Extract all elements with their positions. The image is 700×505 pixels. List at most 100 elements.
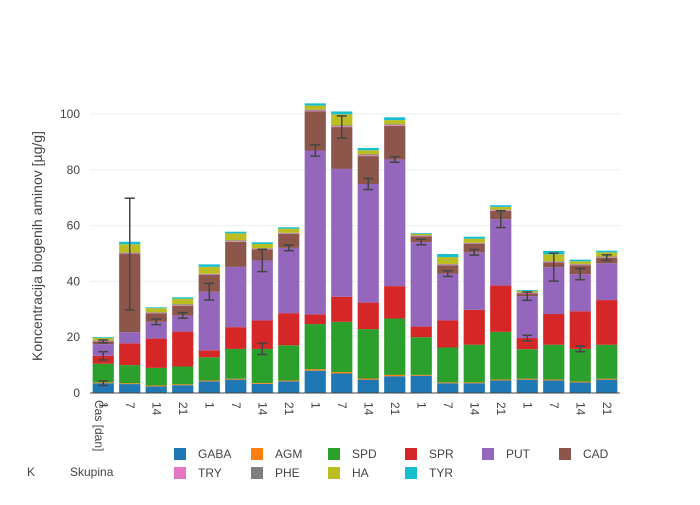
bar-agm-17	[543, 379, 565, 381]
bar-gaba-12	[410, 375, 432, 393]
bar-agm-9	[331, 372, 353, 374]
legend-item-put[interactable]: PUT	[482, 447, 531, 461]
legend-label: SPD	[352, 447, 377, 461]
legend-item-ha[interactable]: HA	[328, 466, 369, 480]
error-bar-put-15	[495, 210, 506, 229]
x-tick-label: 21	[388, 402, 402, 416]
bar-gaba-15	[490, 380, 512, 393]
legend-item-cad[interactable]: CAD	[559, 447, 609, 461]
bar-tyr-4	[198, 264, 220, 267]
error-bar-put-16	[522, 291, 533, 302]
bar-ha-0	[92, 338, 114, 341]
bar-cad-5	[225, 241, 247, 267]
bar-ha-13	[437, 257, 459, 265]
error-bar-put-12	[416, 238, 427, 246]
bar-spd-13	[437, 347, 459, 383]
bar-tyr-3	[172, 297, 194, 299]
legend-label: AGM	[275, 447, 302, 461]
bar-phe-5	[225, 240, 247, 242]
error-bar-put-8	[310, 144, 321, 157]
legend-label: TRY	[198, 466, 222, 480]
bar-gaba-5	[225, 379, 247, 393]
bar-put-10	[357, 183, 379, 303]
bar-phe-13	[437, 264, 459, 265]
legend-item-spd[interactable]: SPD	[328, 447, 377, 461]
bar-spr-2	[145, 338, 167, 368]
bar-spd-12	[410, 337, 432, 375]
error-bar-put-3	[177, 311, 188, 319]
bar-spd-18	[569, 348, 591, 382]
bar-cad-11	[384, 125, 406, 160]
bar-cad-13	[437, 265, 459, 274]
bar-phe-11	[384, 124, 406, 126]
bar-cad-3	[172, 305, 194, 316]
legend-item-spr[interactable]: SPR	[405, 447, 454, 461]
x-tick-label: 1	[520, 402, 534, 409]
bar-put-12	[410, 242, 432, 327]
bar-gaba-6	[251, 383, 273, 393]
error-bar-put-6	[257, 248, 268, 273]
legend-swatch	[251, 448, 263, 460]
bar-put-4	[198, 291, 220, 351]
x-tick-label: 14	[255, 402, 269, 416]
bar-spr-1	[119, 343, 141, 366]
bar-ha-5	[225, 233, 247, 241]
legend-item-agm[interactable]: AGM	[251, 447, 302, 461]
legend-label: PHE	[275, 466, 300, 480]
bar-try-13	[437, 264, 459, 266]
bar-phe-6	[251, 248, 273, 249]
x-tick-label: 7	[335, 402, 349, 409]
bar-spr-10	[357, 302, 379, 330]
x-tick-label: 14	[467, 402, 481, 416]
bar-gaba-7	[278, 381, 300, 393]
bar-agm-15	[490, 379, 512, 381]
legend-item-gaba[interactable]: GABA	[174, 447, 231, 461]
legend-item-tyr[interactable]: TYR	[405, 466, 453, 480]
bar-agm-12	[410, 374, 432, 376]
bar-spr-18	[569, 311, 591, 349]
bar-tyr-12	[410, 233, 432, 234]
bar-put-9	[331, 168, 353, 297]
bar-spd-6	[251, 348, 273, 383]
bar-agm-10	[357, 378, 379, 380]
legend-item-try[interactable]: TRY	[174, 466, 222, 480]
bar-try-4	[198, 274, 220, 275]
bar-spd-1	[119, 365, 141, 384]
error-bar-put-17	[548, 252, 559, 282]
bar-tyr-15	[490, 205, 512, 207]
bar-put-3	[172, 315, 194, 332]
bar-ha-10	[357, 150, 379, 155]
x-tick-label: 21	[176, 402, 190, 416]
bar-phe-15	[490, 209, 512, 211]
x-axis-title: Čas [dan]	[92, 400, 107, 451]
bar-put-0	[92, 344, 114, 356]
error-bar-gaba-0	[98, 380, 109, 387]
error-bar-cad-19	[601, 254, 612, 262]
bar-phe-18	[569, 264, 591, 265]
x-tick-label: 1	[308, 402, 322, 409]
bar-agm-6	[251, 382, 273, 384]
bar-cad-10	[357, 156, 379, 184]
legend-item-phe[interactable]: PHE	[251, 466, 300, 480]
bar-phe-12	[410, 235, 432, 236]
x-tick-label: 14	[573, 402, 587, 416]
bar-phe-7	[278, 232, 300, 234]
bar-phe-8	[304, 109, 326, 111]
bar-spd-10	[357, 329, 379, 379]
axis-layer: 0 20 40 60 80 100 1 7 14 21 1 7 14 21 1 7 14 21 1 7 14 21 1 7 14…	[60, 107, 620, 416]
bar-phe-4	[198, 273, 220, 275]
grid-layer	[90, 113, 620, 394]
bar-spr-17	[543, 314, 565, 345]
bar-gaba-0	[92, 383, 114, 393]
bar-agm-19	[596, 378, 618, 380]
legend: GABA AGM SPD SPR PUT CAD TRY PHE HA TYR	[174, 447, 609, 480]
bar-spr-19	[596, 300, 618, 345]
bar-put-5	[225, 266, 247, 328]
bar-spd-4	[198, 357, 220, 381]
error-bar-put-4	[204, 282, 215, 301]
bar-spd-17	[543, 344, 565, 380]
y-tick-label: 20	[67, 330, 81, 344]
bar-gaba-14	[463, 383, 485, 393]
bar-tyr-16	[516, 290, 538, 291]
